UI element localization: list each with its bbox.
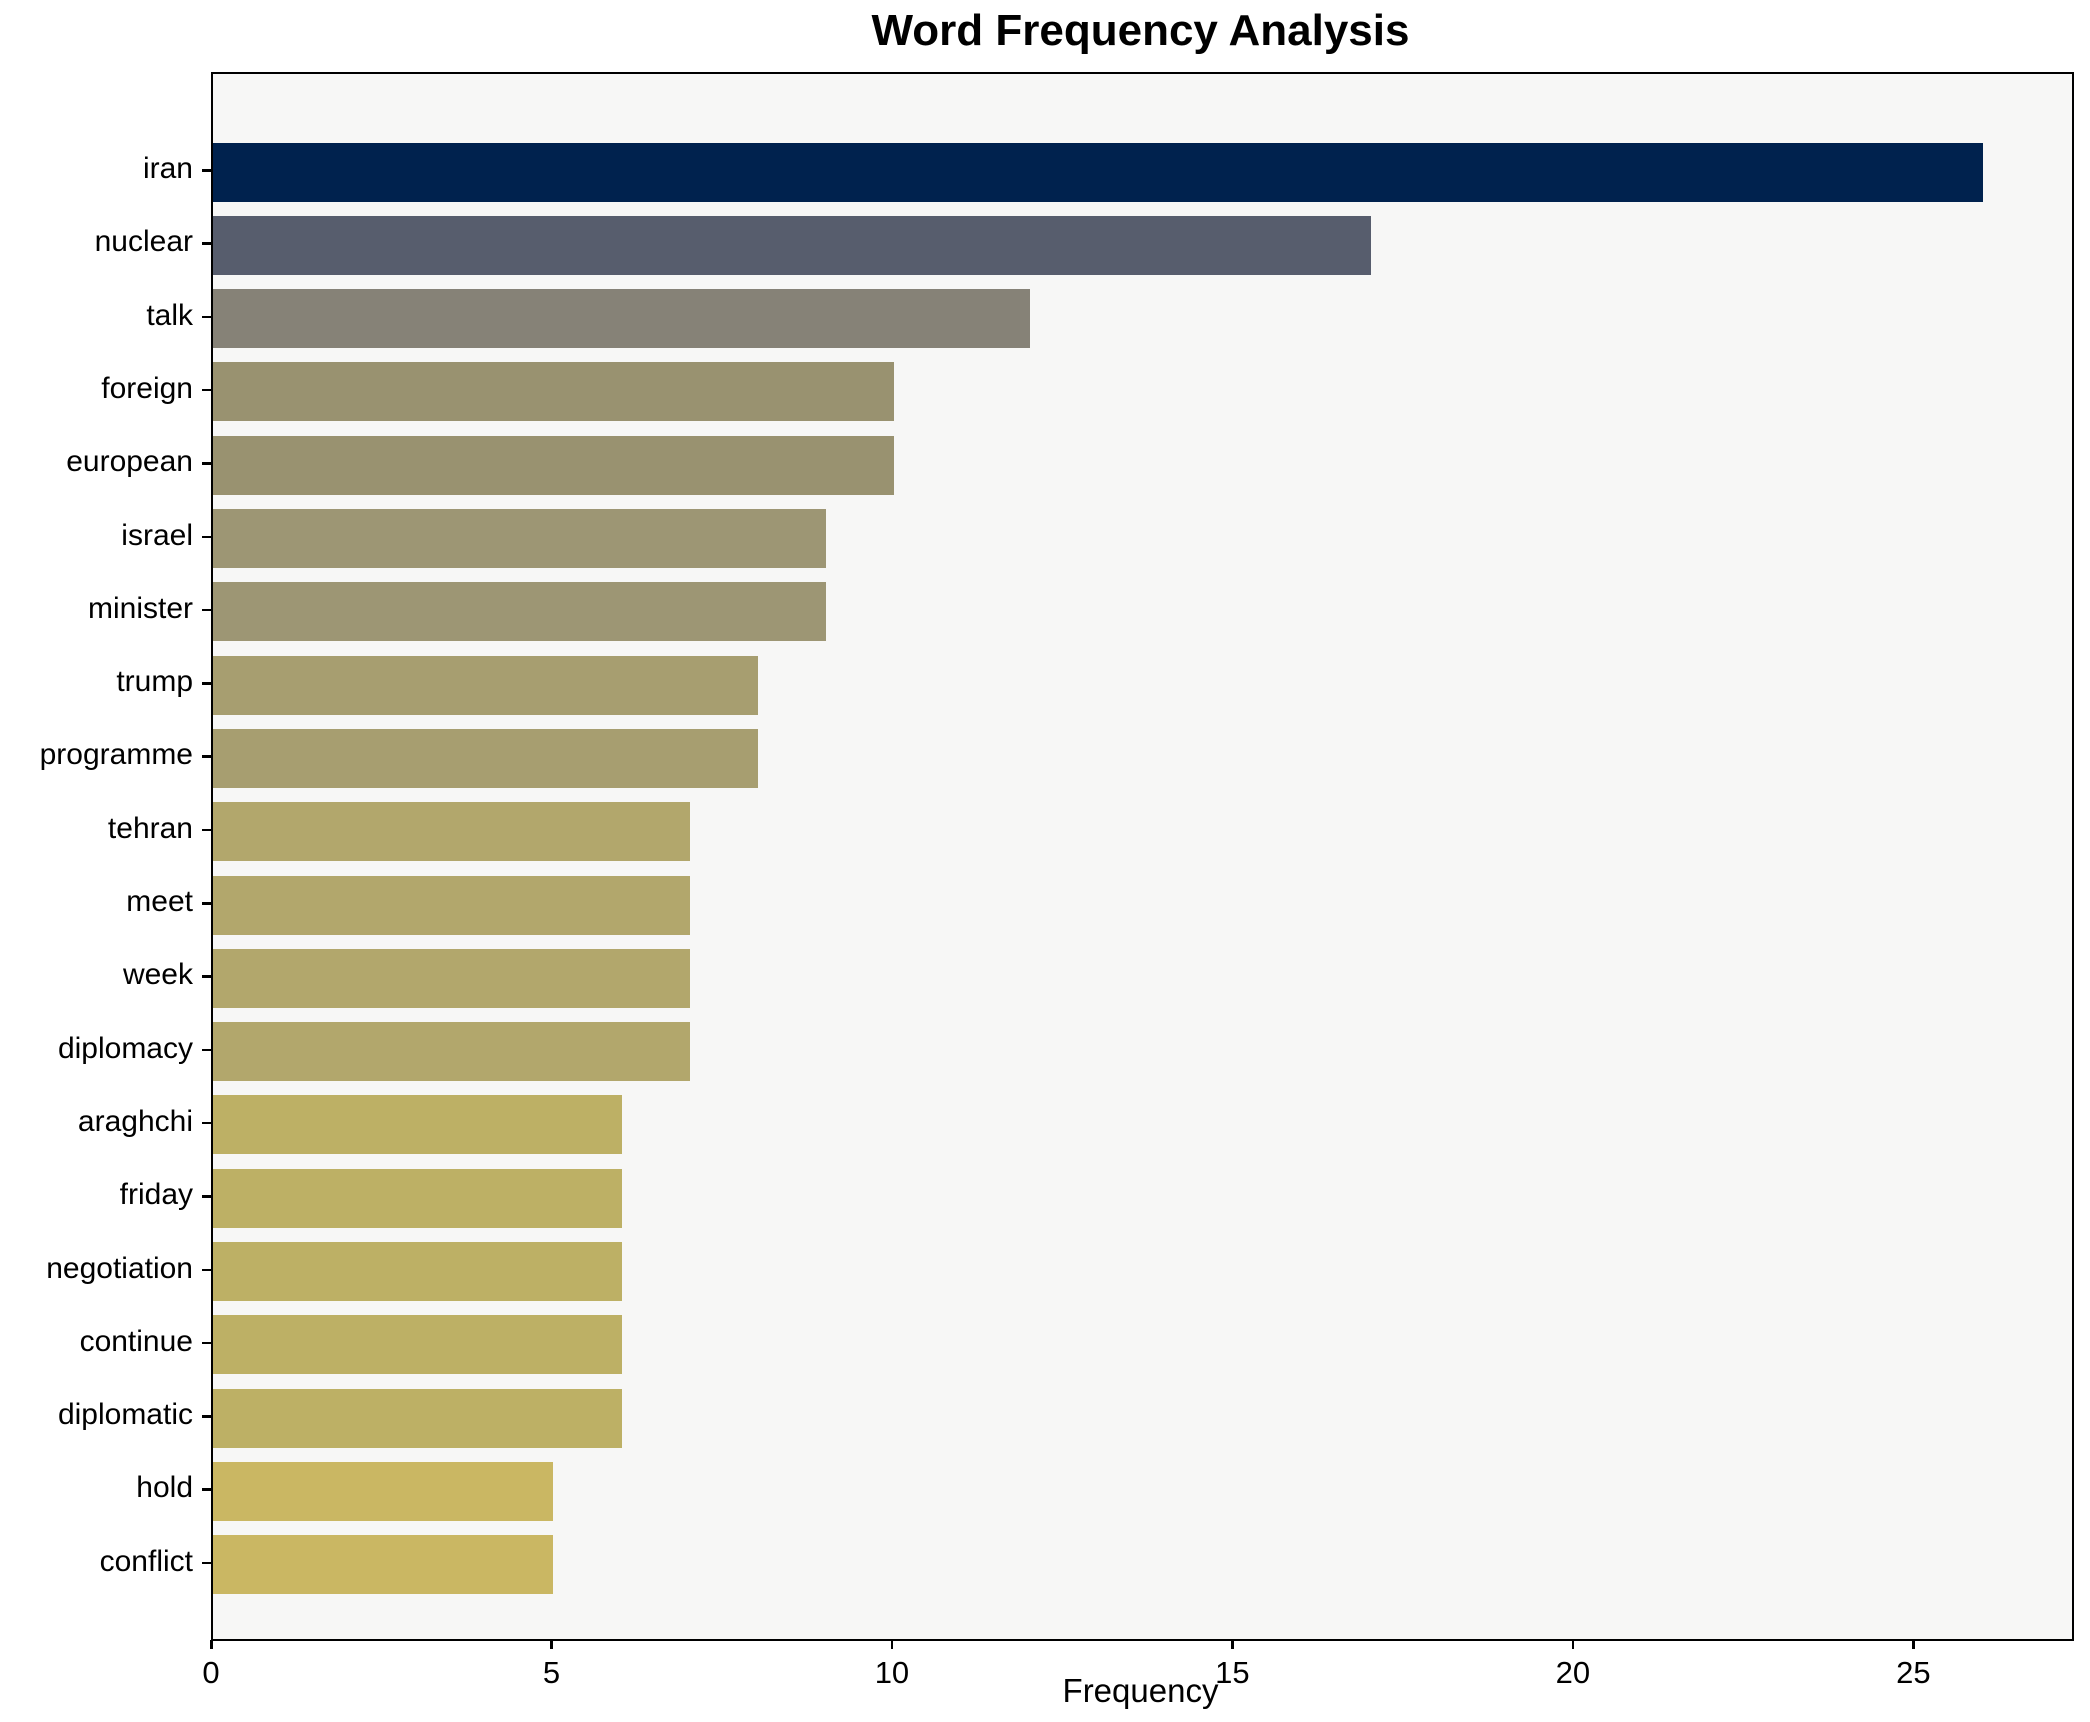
x-tick-20	[1571, 1639, 1575, 1649]
x-tick-0	[210, 1639, 213, 1649]
bar-tehran	[213, 802, 690, 862]
bar-conflict	[213, 1535, 554, 1595]
y-label-talk: talk	[146, 298, 193, 332]
x-tick-10	[890, 1639, 894, 1649]
y-tick-friday	[202, 1195, 211, 1198]
x-tick-label-15: 15	[1215, 1655, 1250, 1690]
y-tick-tehran	[202, 828, 211, 832]
x-tick-label-0: 0	[202, 1655, 220, 1690]
y-label-negotiation: negotiation	[46, 1251, 193, 1285]
y-tick-week	[202, 975, 211, 978]
y-tick-negotiation	[202, 1268, 211, 1271]
y-tick-talk	[202, 315, 211, 319]
x-axis-label: Frequency	[1062, 1672, 1219, 1709]
y-label-nuclear: nuclear	[94, 225, 193, 259]
bar-nuclear	[213, 215, 1371, 275]
bar-programme	[213, 728, 758, 788]
y-label-friday: friday	[119, 1178, 193, 1212]
bar-araghchi	[213, 1095, 622, 1155]
y-label-diplomacy: diplomacy	[57, 1031, 193, 1065]
bar-negotiation	[213, 1242, 622, 1301]
bar-meet	[213, 875, 690, 935]
x-tick-label-10: 10	[874, 1655, 910, 1690]
y-label-week: week	[122, 958, 193, 992]
bar-hold	[213, 1461, 554, 1521]
y-tick-minister	[202, 608, 211, 612]
x-tick-5	[550, 1639, 553, 1649]
bar-foreign	[213, 362, 894, 422]
y-label-israel: israel	[121, 518, 193, 552]
bar-diplomacy	[213, 1022, 690, 1082]
y-tick-programme	[202, 755, 211, 758]
y-label-programme: programme	[39, 738, 193, 772]
bar-iran	[213, 142, 1984, 202]
y-label-tehran: tehran	[107, 811, 193, 845]
x-tick-label-20: 20	[1555, 1655, 1591, 1690]
y-label-european: european	[66, 445, 193, 479]
bar-talk	[213, 289, 1031, 349]
y-tick-trump	[202, 682, 211, 685]
y-label-continue: continue	[79, 1324, 193, 1358]
y-tick-araghchi	[202, 1121, 211, 1125]
x-tick-25	[1912, 1639, 1915, 1649]
y-label-araghchi: araghchi	[77, 1104, 193, 1138]
y-tick-foreign	[202, 388, 211, 392]
y-label-conflict: conflict	[99, 1544, 193, 1578]
y-tick-diplomatic	[202, 1415, 211, 1418]
y-tick-hold	[202, 1488, 211, 1491]
bar-diplomatic	[213, 1388, 622, 1448]
chart-title: Word Frequency Analysis	[871, 6, 1410, 55]
y-tick-nuclear	[202, 242, 211, 245]
y-label-trump: trump	[116, 665, 193, 699]
y-label-foreign: foreign	[101, 371, 193, 405]
y-label-meet: meet	[126, 885, 193, 918]
bar-continue	[213, 1315, 622, 1375]
y-tick-european	[202, 462, 211, 465]
bar-israel	[213, 509, 826, 568]
x-tick-15	[1231, 1639, 1234, 1649]
y-tick-iran	[202, 169, 211, 172]
y-tick-israel	[202, 535, 211, 538]
bar-trump	[213, 655, 758, 715]
y-tick-diplomacy	[202, 1048, 211, 1052]
bar-week	[213, 948, 690, 1008]
plot-area	[211, 72, 2074, 1641]
bar-friday	[213, 1168, 622, 1228]
y-label-diplomatic: diplomatic	[57, 1398, 193, 1432]
y-tick-meet	[202, 902, 211, 905]
y-label-hold: hold	[136, 1471, 193, 1505]
y-label-minister: minister	[87, 591, 193, 625]
x-tick-label-25: 25	[1896, 1655, 1931, 1690]
bar-minister	[213, 582, 826, 642]
x-tick-label-5: 5	[542, 1655, 561, 1690]
y-tick-conflict	[202, 1561, 211, 1565]
y-tick-continue	[202, 1341, 211, 1345]
bar-european	[213, 435, 894, 495]
y-label-iran: iran	[142, 152, 193, 185]
